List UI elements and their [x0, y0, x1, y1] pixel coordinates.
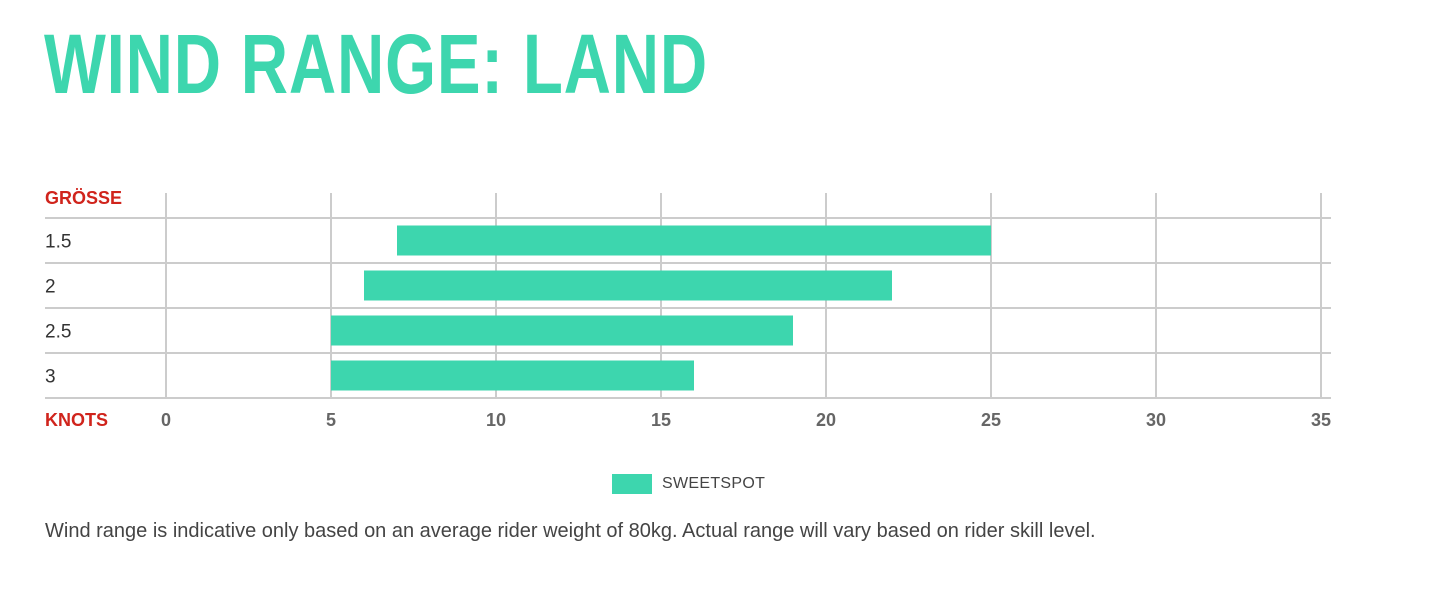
bar-2-5 [331, 315, 793, 346]
legend-swatch-sweetspot [612, 474, 652, 494]
bar-3 [331, 360, 694, 391]
bar-1-5 [397, 225, 991, 256]
tick-label-20: 20 [816, 410, 836, 430]
wind-range-chart: GRÖSSE 1.5 2 2.5 3 KNOTS 0 5 10 15 20 25 30 35 [45, 188, 1331, 430]
tick-label-0: 0 [161, 410, 171, 430]
x-axis-label: KNOTS [45, 410, 108, 430]
tick-label-10: 10 [486, 410, 506, 430]
legend: SWEETSPOT [612, 474, 765, 494]
row-label-3: 3 [45, 367, 56, 388]
page-title: WIND RANGE: LAND [44, 17, 708, 111]
legend-label-sweetspot: SWEETSPOT [662, 475, 766, 492]
bar-2 [364, 270, 892, 301]
bars [331, 225, 991, 391]
footnote: Wind range is indicative only based on a… [45, 520, 1096, 542]
row-label-2: 2 [45, 277, 56, 298]
size-header: GRÖSSE [45, 188, 122, 208]
tick-label-25: 25 [981, 410, 1001, 430]
labels: GRÖSSE 1.5 2 2.5 3 KNOTS 0 5 10 15 20 25 30 35 [45, 188, 1331, 430]
row-label-1-5: 1.5 [45, 232, 71, 253]
tick-label-15: 15 [651, 410, 671, 430]
row-label-2-5: 2.5 [45, 322, 71, 343]
tick-label-5: 5 [326, 410, 336, 430]
tick-label-35: 35 [1311, 410, 1331, 430]
tick-label-30: 30 [1146, 410, 1166, 430]
